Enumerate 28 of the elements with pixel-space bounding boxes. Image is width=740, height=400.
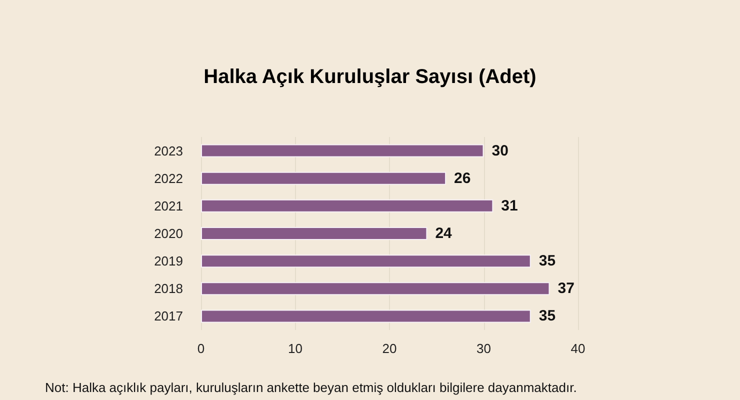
x-tick-label: 10	[288, 341, 302, 356]
text: Not: Halka açıklık payları, kuruluşların ankette beyan etmiş oldukları bilgilere dayanmaktadır.	[45, 380, 577, 395]
chart-title: Halka Açık Kuruluşlar Sayısı (Adet)	[204, 66, 536, 88]
bar	[201, 254, 531, 268]
data-label: 30	[492, 142, 508, 160]
bar	[201, 227, 428, 240]
data-label: 31	[501, 197, 518, 214]
bar	[201, 144, 484, 158]
y-tick-label: 2021	[154, 198, 183, 214]
y-tick-label: 2020	[154, 226, 183, 241]
data-label: 26	[454, 170, 471, 187]
bar	[201, 310, 531, 323]
y-tick-label: 2017	[154, 308, 183, 324]
y-tick-label: 2019	[154, 254, 183, 269]
bar	[201, 172, 446, 185]
x-tick-label: 30	[476, 341, 491, 356]
data-label: 24	[435, 225, 453, 242]
data-label: 35	[538, 308, 556, 325]
data-label: 37	[558, 280, 574, 298]
bar	[201, 282, 550, 296]
data-label: 35	[538, 252, 556, 270]
y-tick-label: 2022	[154, 170, 183, 186]
x-tick-label: 40	[570, 341, 586, 356]
y-tick-label: 2023	[154, 143, 183, 158]
x-tick-label: 0	[197, 341, 205, 356]
x-tick-label: 20	[382, 341, 397, 356]
y-tick-label: 2018	[154, 281, 183, 296]
bar	[201, 199, 494, 212]
